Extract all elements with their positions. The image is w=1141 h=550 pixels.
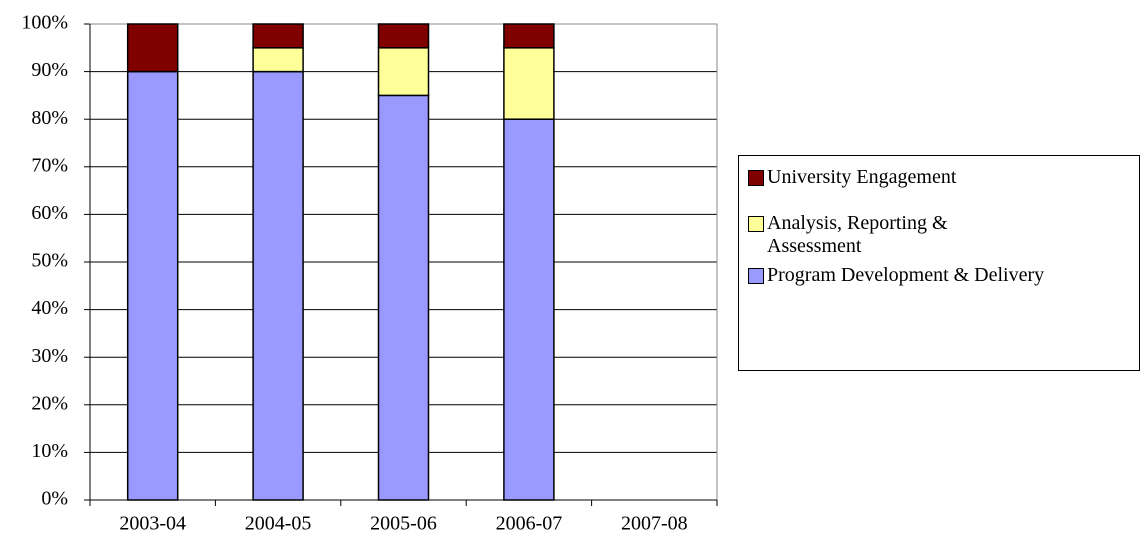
x-tick-label: 2004-05: [245, 513, 312, 535]
y-tick-label: 60%: [31, 202, 68, 224]
y-tick-label: 40%: [31, 297, 68, 319]
y-tick-label: 70%: [31, 154, 68, 176]
y-tick-label: 10%: [31, 440, 68, 462]
y-tick-label: 50%: [31, 250, 68, 272]
y-tick-label: 80%: [31, 107, 68, 129]
bar-segment: [252, 23, 304, 49]
bar-segment: [377, 23, 430, 49]
bar-segment: [252, 47, 304, 73]
legend-item: Analysis, Reporting & Assessment: [748, 212, 1139, 258]
legend-swatch: [748, 268, 764, 284]
y-tick-label: 30%: [31, 345, 68, 367]
bar-segment: [503, 118, 555, 501]
bar-segment: [377, 94, 430, 501]
y-tick-label: 0%: [41, 488, 68, 510]
legend-swatch: [748, 216, 764, 232]
x-tick-label: 2006-07: [496, 513, 563, 535]
bar-segment: [126, 23, 179, 73]
x-tick-label: 2003-04: [119, 513, 186, 535]
bar-segment: [503, 47, 555, 120]
legend: University Engagement Analysis, Reporting…: [738, 155, 1140, 371]
bar-segment: [503, 23, 555, 49]
y-tick-label: 100%: [21, 12, 68, 34]
bar-segment: [252, 70, 304, 501]
x-tick-label: 2005-06: [370, 513, 437, 535]
bar-segment: [377, 47, 430, 97]
y-tick-label: 20%: [31, 392, 68, 414]
legend-label: Analysis, Reporting & Assessment: [767, 212, 948, 257]
legend-label: Program Development & Delivery: [767, 264, 1045, 286]
legend-label: University Engagement: [767, 166, 957, 188]
legend-item: University Engagement: [748, 166, 1139, 189]
legend-swatch: [748, 170, 764, 186]
bar-segment: [126, 70, 179, 501]
x-tick-label: 2007-08: [621, 513, 688, 535]
legend-item: Program Development & Delivery: [748, 264, 1139, 287]
y-tick-label: 90%: [31, 59, 68, 81]
